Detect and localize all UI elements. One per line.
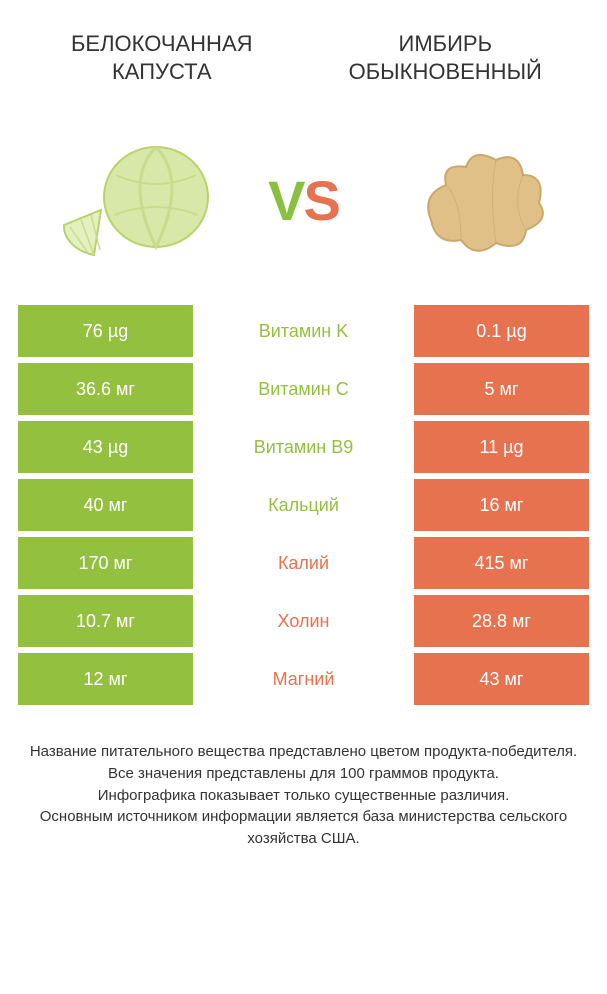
right-value: 5 мг xyxy=(414,363,589,415)
table-row: 40 мгКальций16 мг xyxy=(18,479,589,531)
table-row: 12 мгМагний43 мг xyxy=(18,653,589,705)
nutrient-name: Магний xyxy=(193,653,414,705)
nutrient-table: 76 µgВитамин K0.1 µg 36.6 мгВитамин C5 мг… xyxy=(0,305,607,705)
nutrient-name: Витамин K xyxy=(193,305,414,357)
table-row: 10.7 мгХолин28.8 мг xyxy=(18,595,589,647)
table-row: 36.6 мгВитамин C5 мг xyxy=(18,363,589,415)
hero-row: VS xyxy=(0,95,607,305)
right-value: 415 мг xyxy=(414,537,589,589)
right-value: 16 мг xyxy=(414,479,589,531)
right-value: 43 мг xyxy=(414,653,589,705)
left-value: 36.6 мг xyxy=(18,363,193,415)
table-row: 76 µgВитамин K0.1 µg xyxy=(18,305,589,357)
right-value: 0.1 µg xyxy=(414,305,589,357)
header: БЕЛОКОЧАННАЯ КАПУСТА ИМБИРЬ ОБЫКНОВЕННЫЙ xyxy=(0,0,607,95)
left-value: 76 µg xyxy=(18,305,193,357)
left-value: 40 мг xyxy=(18,479,193,531)
right-value: 11 µg xyxy=(414,421,589,473)
left-value: 170 мг xyxy=(18,537,193,589)
footer-text: Название питательного вещества представл… xyxy=(0,711,607,850)
table-row: 43 µgВитамин B911 µg xyxy=(18,421,589,473)
right-value: 28.8 мг xyxy=(414,595,589,647)
left-value: 12 мг xyxy=(18,653,193,705)
nutrient-name: Кальций xyxy=(193,479,414,531)
cabbage-image xyxy=(46,125,216,275)
nutrient-name: Калий xyxy=(193,537,414,589)
ginger-image xyxy=(391,125,561,275)
right-title: ИМБИРЬ ОБЫКНОВЕННЫЙ xyxy=(304,30,588,85)
left-value: 43 µg xyxy=(18,421,193,473)
table-row: 170 мгКалий415 мг xyxy=(18,537,589,589)
left-value: 10.7 мг xyxy=(18,595,193,647)
nutrient-name: Витамин B9 xyxy=(193,421,414,473)
nutrient-name: Витамин C xyxy=(193,363,414,415)
left-title: БЕЛОКОЧАННАЯ КАПУСТА xyxy=(20,30,304,85)
nutrient-name: Холин xyxy=(193,595,414,647)
vs-label: VS xyxy=(268,168,339,233)
